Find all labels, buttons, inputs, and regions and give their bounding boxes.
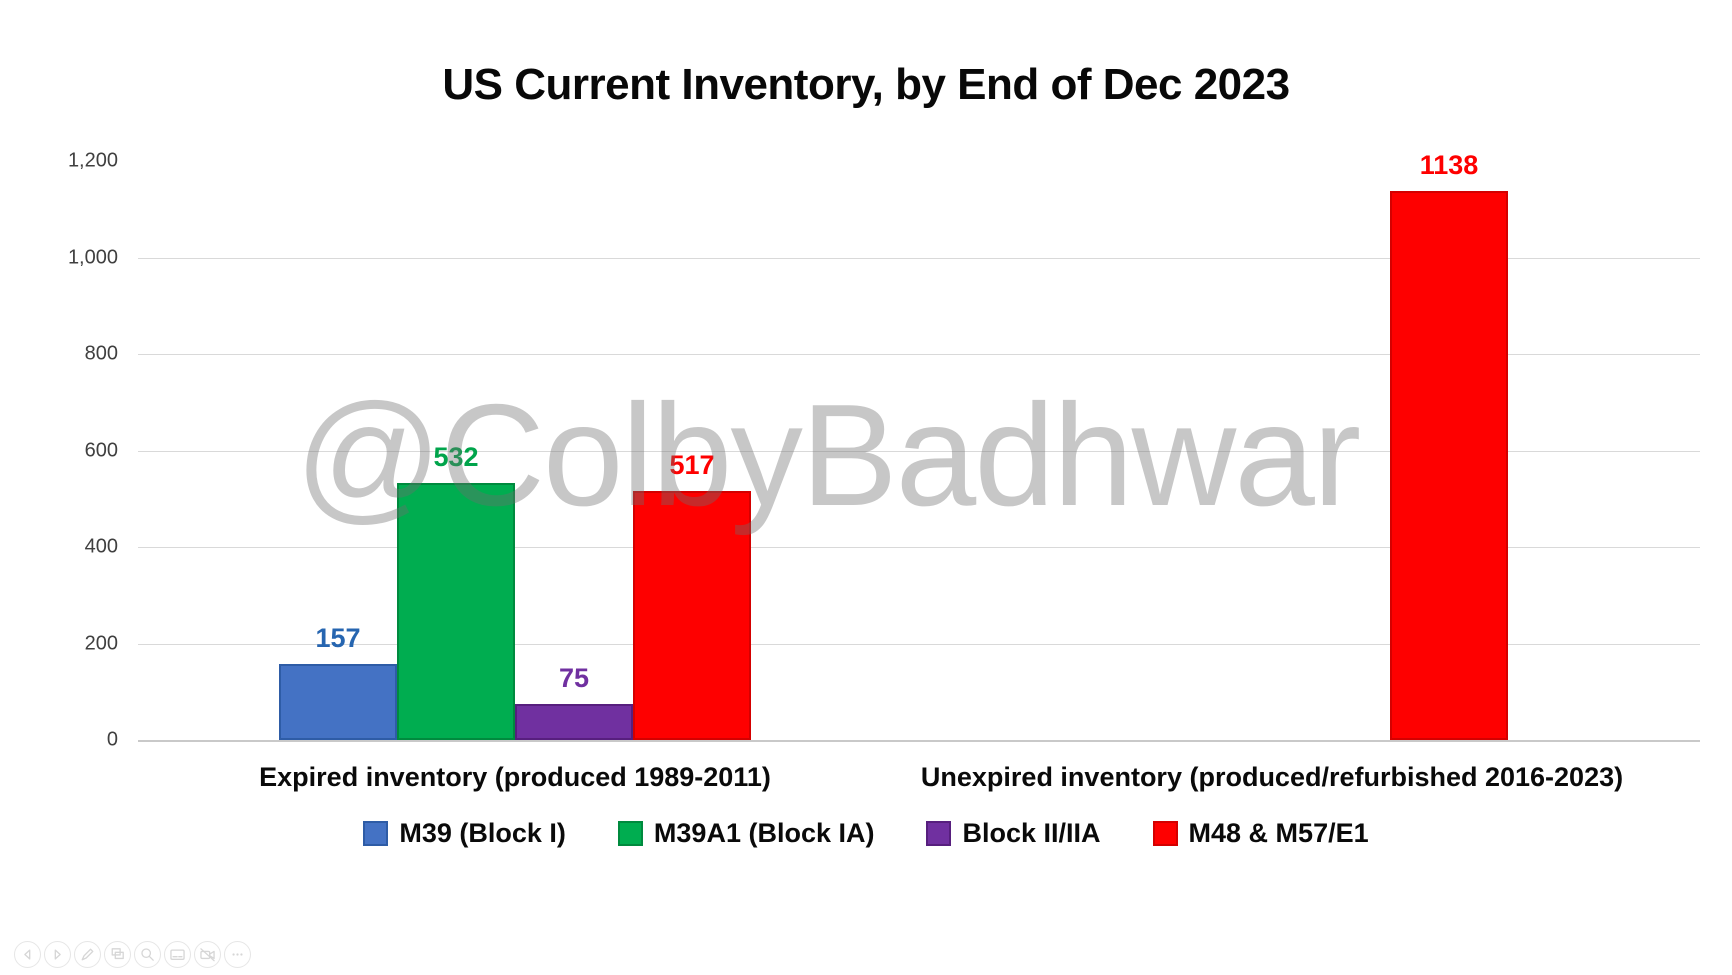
chevron-right-icon bbox=[54, 949, 61, 960]
y-axis-tick-label: 600 bbox=[84, 439, 118, 461]
y-gridline bbox=[138, 354, 1700, 355]
pen-button[interactable] bbox=[74, 941, 101, 968]
bar-value-label: 75 bbox=[558, 662, 590, 693]
magnifier-icon bbox=[141, 948, 154, 961]
next-slide-button[interactable] bbox=[44, 941, 71, 968]
x-axis-line bbox=[138, 740, 1700, 742]
y-gridline bbox=[138, 547, 1700, 548]
y-gridline bbox=[138, 450, 1700, 452]
legend-swatch bbox=[1152, 821, 1178, 846]
slides-grid-icon bbox=[111, 948, 124, 960]
legend-swatch bbox=[363, 821, 389, 846]
legend-item: M39A1 (Block IA) bbox=[617, 818, 875, 849]
y-gridline bbox=[138, 257, 1700, 259]
bar-m39a1-block-ia- bbox=[397, 483, 515, 740]
subtitles-icon bbox=[170, 949, 185, 960]
subtitles-button[interactable] bbox=[164, 941, 191, 968]
legend-item: M39 (Block I) bbox=[363, 818, 566, 849]
bar-m48-m57-e1 bbox=[1390, 190, 1508, 740]
legend-label: M39A1 (Block IA) bbox=[653, 818, 875, 848]
bar-m48-m57-e1 bbox=[633, 490, 751, 740]
y-axis-tick-label: 800 bbox=[84, 342, 118, 365]
legend-swatch bbox=[926, 821, 952, 846]
previous-slide-button[interactable] bbox=[14, 941, 41, 968]
bar-m39-block-i- bbox=[279, 664, 397, 740]
bar-value-label: 517 bbox=[669, 449, 715, 480]
bar-value-label: 1138 bbox=[1419, 149, 1479, 180]
legend-label: M48 & M57/E1 bbox=[1188, 818, 1369, 848]
y-axis-tick-label: 400 bbox=[84, 535, 118, 558]
slideshow-toolbar bbox=[14, 941, 251, 968]
legend-label: M39 (Block I) bbox=[399, 818, 566, 848]
bar-value-label: 157 bbox=[315, 623, 361, 654]
bar-block-ii-iia bbox=[515, 703, 633, 740]
legend-swatch bbox=[617, 821, 643, 846]
y-axis-tick-label: 1,200 bbox=[67, 149, 118, 172]
more-options-button[interactable] bbox=[224, 941, 251, 968]
zoom-button[interactable] bbox=[134, 941, 161, 968]
legend-label: Block II/IIA bbox=[962, 818, 1101, 848]
camera-toggle-button[interactable] bbox=[194, 941, 221, 968]
category-axis-label: Expired inventory (produced 1989-2011) bbox=[259, 762, 771, 792]
y-axis-tick-label: 200 bbox=[84, 632, 118, 654]
chart-title: US Current Inventory, by End of Dec 2023 bbox=[442, 60, 1290, 109]
chevron-left-icon bbox=[24, 949, 31, 960]
chart-legend: M39 (Block I) M39A1 (Block IA) Block II/II… bbox=[0, 818, 1732, 849]
ellipsis-icon bbox=[232, 953, 243, 956]
bar-value-label: 532 bbox=[433, 442, 479, 473]
y-axis-tick-label: 1,000 bbox=[67, 246, 118, 268]
y-gridline bbox=[138, 643, 1700, 645]
y-axis-tick-label: 0 bbox=[106, 728, 118, 751]
legend-item: Block II/IIA bbox=[926, 818, 1101, 849]
see-all-slides-button[interactable] bbox=[104, 941, 131, 968]
pen-icon bbox=[81, 948, 94, 961]
camera-off-icon bbox=[200, 948, 215, 962]
category-axis-label: Unexpired inventory (produced/refurbishe… bbox=[920, 762, 1624, 792]
legend-item: M48 & M57/E1 bbox=[1152, 818, 1369, 849]
